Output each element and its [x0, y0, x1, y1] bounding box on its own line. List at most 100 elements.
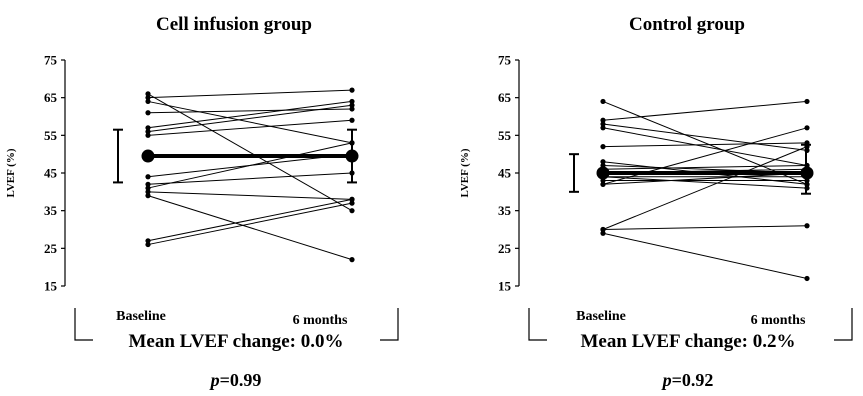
mean-point-baseline — [596, 166, 610, 180]
baseline-point — [145, 181, 151, 187]
six-month-point — [349, 102, 355, 108]
six-month-point — [349, 208, 355, 214]
six-month-point — [349, 257, 355, 263]
patient-series — [600, 140, 810, 150]
six-month-point — [804, 275, 810, 282]
mean-change-label: Mean LVEF change: 0.2% — [581, 331, 796, 352]
patient-line — [602, 146, 808, 230]
y-tick-label: 55 — [498, 128, 512, 143]
mean-point-baseline — [141, 149, 155, 163]
bracket-left — [74, 308, 93, 341]
patient-line — [602, 127, 808, 166]
baseline-point — [145, 193, 151, 199]
patient-series — [600, 121, 810, 153]
patient-line — [147, 202, 353, 246]
baseline-point — [145, 95, 151, 101]
patient-line — [147, 100, 353, 129]
x-category-label: Baseline — [576, 309, 626, 324]
patient-series — [600, 98, 810, 123]
y-tick-label: 75 — [498, 53, 512, 68]
bracket-left — [528, 308, 547, 341]
p-value-label: p=0.99 — [209, 370, 262, 390]
bracket-right — [834, 308, 853, 341]
patient-line — [602, 232, 808, 279]
p-value: =0.92 — [672, 370, 714, 390]
error-bar — [113, 128, 123, 184]
baseline-point — [600, 125, 606, 131]
p-value: =0.99 — [220, 370, 262, 390]
baseline-point — [600, 117, 606, 123]
y-tick-label: 15 — [498, 279, 512, 294]
patient-series — [600, 230, 810, 282]
error-bar — [347, 128, 357, 184]
patient-series — [145, 117, 355, 138]
bracket-right — [380, 308, 399, 341]
x-category-label: 6 months — [751, 313, 806, 328]
baseline-point — [145, 241, 151, 248]
y-tick-label: 65 — [498, 90, 512, 105]
chart-title: Control group — [629, 14, 745, 35]
six-month-point — [349, 117, 355, 123]
baseline-point — [145, 132, 151, 138]
y-axis-label: LVEF (%) — [459, 148, 471, 197]
y-axis-label: LVEF (%) — [5, 148, 17, 197]
six-month-point — [804, 223, 810, 229]
chart-title: Cell infusion group — [156, 14, 312, 35]
baseline-point — [600, 121, 606, 127]
baseline-point — [600, 144, 606, 150]
y-tick-label: 35 — [498, 203, 512, 218]
patient-series — [600, 144, 810, 233]
p-symbol: p — [661, 370, 672, 390]
patient-line — [602, 225, 808, 230]
y-tick-label: 45 — [44, 166, 58, 181]
baseline-point — [145, 238, 151, 244]
baseline-point — [145, 128, 151, 135]
patient-series — [145, 102, 355, 135]
six-month-point — [349, 98, 355, 105]
patient-series — [145, 170, 355, 187]
x-category-label: Baseline — [116, 309, 166, 324]
six-month-point — [804, 125, 810, 131]
baseline-point — [600, 230, 606, 236]
patient-line — [147, 89, 353, 99]
patient-series — [145, 196, 355, 244]
patient-line — [602, 100, 808, 185]
patient-series — [600, 223, 810, 233]
patient-line — [147, 195, 353, 261]
p-value-label: p=0.92 — [661, 370, 714, 390]
baseline-point — [145, 125, 151, 131]
patient-line — [147, 191, 353, 200]
patient-series — [600, 162, 810, 172]
x-category-label: 6 months — [293, 313, 348, 328]
six-month-point — [349, 196, 355, 202]
six-month-point — [804, 98, 810, 105]
chart-panel-0: Cell infusion group 15 25 35 45 55 65 75 LVEF (%… — [5, 14, 399, 390]
baseline-point — [600, 98, 606, 105]
patient-line — [147, 119, 353, 136]
baseline-point — [145, 91, 151, 97]
patient-line — [147, 198, 353, 242]
y-tick-label: 65 — [44, 90, 58, 105]
y-tick-label: 45 — [498, 166, 512, 181]
error-bar — [569, 153, 579, 193]
baseline-point — [145, 174, 151, 180]
patient-series — [145, 189, 355, 202]
baseline-point — [600, 226, 606, 233]
patient-line — [602, 123, 808, 151]
patient-series — [145, 91, 355, 214]
baseline-point — [145, 110, 151, 116]
six-month-point — [349, 87, 355, 93]
baseline-point — [600, 159, 606, 165]
patient-series — [600, 125, 810, 187]
baseline-point — [145, 189, 151, 195]
patient-series — [145, 193, 355, 263]
chart-panel-1: Control group 15 25 35 45 55 65 75 LVEF (%) Basel… — [459, 14, 853, 390]
y-tick-label: 35 — [44, 203, 58, 218]
y-tick-label: 55 — [44, 128, 58, 143]
patient-line — [147, 172, 353, 185]
baseline-point — [145, 98, 151, 105]
patient-line — [147, 93, 353, 212]
six-month-point — [349, 200, 355, 206]
mean-change-label: Mean LVEF change: 0.0% — [129, 331, 344, 352]
patient-line — [602, 176, 808, 189]
